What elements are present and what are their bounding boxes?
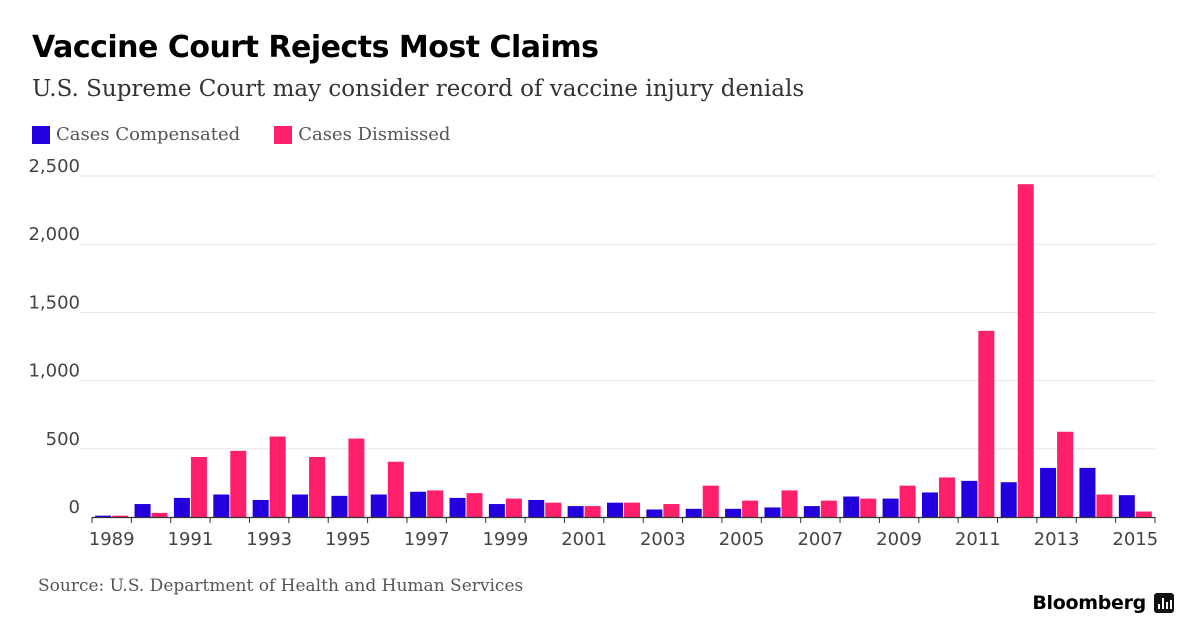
bar-compensated-2003 — [646, 509, 663, 517]
x-tick-label-2013: 2013 — [1034, 529, 1080, 550]
bar-compensated-2006 — [764, 507, 781, 517]
bar-dismissed-2004 — [702, 485, 719, 517]
bar-dismissed-1994 — [309, 456, 326, 517]
legend-label-compensated: Cases Compensated — [56, 124, 241, 145]
legend-swatch-compensated — [32, 125, 50, 144]
bar-dismissed-1995 — [348, 438, 365, 517]
bar-compensated-2007 — [803, 506, 820, 517]
bar-dismissed-2001 — [584, 506, 601, 517]
bar-dismissed-1993 — [269, 436, 286, 517]
legend-swatch-dismissed — [274, 125, 293, 144]
bar-dismissed-1998 — [466, 493, 483, 517]
bar-dismissed-2003 — [663, 504, 680, 517]
bar-compensated-1998 — [449, 497, 466, 517]
bar-dismissed-1992 — [230, 450, 247, 517]
bar-compensated-2014 — [1079, 467, 1096, 517]
y-tick-label-1000: 1,000 — [28, 361, 80, 382]
bar-compensated-1994 — [292, 494, 309, 517]
bar-dismissed-2000 — [545, 502, 562, 517]
bloomberg-chart-icon — [1154, 593, 1174, 613]
bar-compensated-2010 — [921, 492, 938, 517]
y-tick-label-2000: 2,000 — [28, 224, 80, 245]
bar-compensated-2005 — [725, 508, 742, 517]
bar-dismissed-1991 — [190, 456, 207, 517]
chart-subtitle: U.S. Supreme Court may consider record o… — [32, 76, 805, 102]
brand: Bloomberg — [1032, 592, 1174, 614]
bar-dismissed-2010 — [938, 477, 955, 517]
bar-compensated-1996 — [370, 494, 387, 517]
chart-title: Vaccine Court Rejects Most Claims — [32, 30, 599, 65]
bar-dismissed-2011 — [978, 330, 995, 517]
brand-name: Bloomberg — [1032, 592, 1146, 614]
bar-dismissed-2015 — [1135, 511, 1152, 517]
y-tick-label-500: 500 — [46, 429, 80, 450]
x-tick-label-1999: 1999 — [482, 529, 528, 550]
bar-dismissed-1990 — [151, 512, 168, 517]
bar-dismissed-2008 — [860, 498, 877, 517]
bar-dismissed-1999 — [505, 498, 522, 517]
bar-compensated-1999 — [488, 504, 505, 517]
bar-compensated-2008 — [843, 496, 860, 517]
bar-compensated-2013 — [1040, 467, 1057, 517]
legend-item-dismissed: Cases Dismissed — [274, 124, 450, 145]
bar-dismissed-2006 — [781, 490, 798, 517]
x-tick-label-2015: 2015 — [1112, 529, 1158, 550]
bar-dismissed-2013 — [1057, 431, 1074, 517]
bar-dismissed-2005 — [742, 500, 759, 517]
bar-dismissed-1997 — [427, 490, 444, 517]
y-tick-label-2500: 2,500 — [28, 156, 80, 177]
legend-label-dismissed: Cases Dismissed — [298, 124, 451, 145]
x-tick-label-1991: 1991 — [168, 529, 214, 550]
x-tick-label-2007: 2007 — [797, 529, 843, 550]
bar-compensated-2009 — [882, 498, 899, 517]
bar-compensated-2011 — [961, 480, 978, 517]
y-tick-label-1500: 1,500 — [28, 292, 80, 313]
legend-item-compensated: Cases Compensated — [32, 124, 240, 145]
bar-compensated-2004 — [685, 508, 702, 517]
bar-compensated-1997 — [410, 491, 427, 517]
bar-dismissed-2012 — [1017, 184, 1034, 517]
bar-compensated-2001 — [567, 506, 584, 517]
bar-compensated-1989 — [95, 515, 112, 517]
x-tick-label-2009: 2009 — [876, 529, 922, 550]
bar-compensated-2015 — [1118, 495, 1135, 517]
source-note: Source: U.S. Department of Health and Hu… — [38, 576, 524, 596]
x-tick-label-2005: 2005 — [719, 529, 765, 550]
x-tick-label-2001: 2001 — [561, 529, 607, 550]
bar-compensated-1990 — [134, 504, 151, 517]
x-tick-label-2011: 2011 — [955, 529, 1001, 550]
bar-compensated-2000 — [528, 499, 545, 517]
bar-dismissed-2007 — [820, 500, 837, 517]
bar-compensated-1993 — [252, 499, 269, 517]
x-tick-label-1989: 1989 — [89, 529, 135, 550]
bar-dismissed-2009 — [899, 485, 916, 517]
bar-compensated-1991 — [173, 497, 190, 517]
y-tick-label-0: 0 — [69, 497, 80, 518]
bar-compensated-2012 — [1000, 482, 1017, 517]
x-tick-label-1993: 1993 — [246, 529, 292, 550]
bar-compensated-2002 — [607, 502, 623, 517]
bar-compensated-1995 — [331, 495, 348, 517]
x-tick-label-1997: 1997 — [404, 529, 450, 550]
x-tick-label-1995: 1995 — [325, 529, 371, 550]
bar-dismissed-2014 — [1096, 494, 1113, 517]
bar-dismissed-1989 — [112, 515, 129, 517]
legend: Cases Compensated Cases Dismissed — [32, 124, 484, 145]
bar-dismissed-1996 — [387, 461, 404, 517]
bar-dismissed-2002 — [624, 502, 640, 517]
x-tick-label-2003: 2003 — [640, 529, 686, 550]
bar-compensated-1992 — [213, 494, 230, 517]
